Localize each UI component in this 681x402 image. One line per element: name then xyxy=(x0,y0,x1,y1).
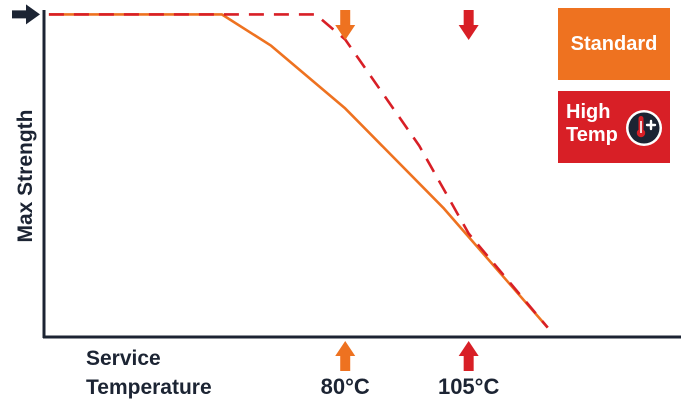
arrow-up-icon-105c xyxy=(458,341,479,371)
y-axis-label: Max Strength xyxy=(14,109,37,243)
arrow-down-icon-80c xyxy=(335,10,356,40)
legend-high-temp-word-2: Temp xyxy=(566,124,618,146)
tick-label-105c: 105°C xyxy=(437,374,500,399)
x-axis-label-line-2: Temperature xyxy=(86,376,212,399)
legend-high-temp: High Temp xyxy=(558,91,670,163)
arrow-up-icon-80c xyxy=(335,341,356,371)
legend-standard-label: Standard xyxy=(570,32,658,55)
legend-high-temp-word-1: High xyxy=(566,101,611,123)
max-strength-marker-icon xyxy=(12,4,40,25)
series-line-high-temp xyxy=(48,13,549,329)
tick-label-80c: 80°C xyxy=(320,374,370,399)
x-axis-label: Service Temperature xyxy=(86,344,212,402)
x-axis-label-line-1: Service xyxy=(86,347,161,370)
legend-high-temp-label: High Temp xyxy=(566,101,618,147)
arrow-down-icon-105c xyxy=(458,10,479,40)
thermometer-plus-icon xyxy=(626,110,662,146)
legend-standard: Standard xyxy=(558,8,670,80)
series-line-standard xyxy=(48,13,549,329)
